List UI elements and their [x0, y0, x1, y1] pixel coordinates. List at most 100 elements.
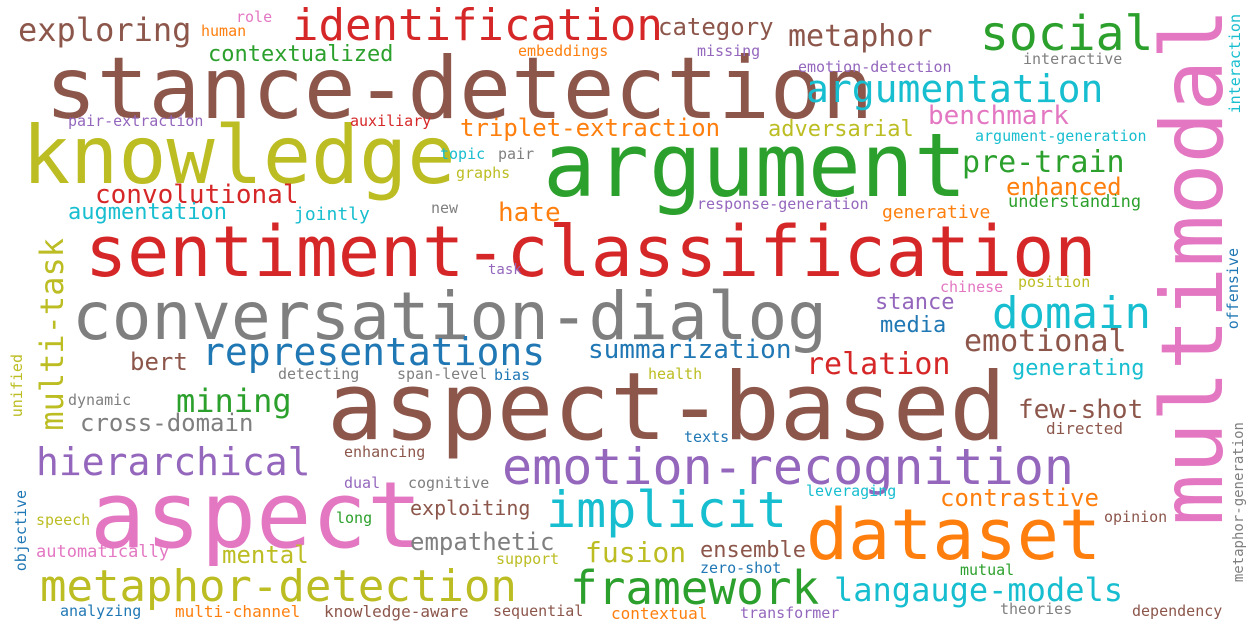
word-dependency: dependency: [1132, 602, 1223, 620]
word-argument-generation: argument-generation: [975, 127, 1147, 145]
word-fusion: fusion: [585, 536, 687, 569]
word-bert: bert: [130, 348, 188, 376]
word-relation: relation: [806, 347, 951, 382]
word-pair-extraction: pair-extraction: [68, 112, 204, 130]
word-cognitive: cognitive: [408, 474, 490, 492]
word-exploring: exploring: [18, 11, 192, 49]
word-offensive: offensive: [1224, 248, 1242, 330]
word-metaphor-detection: metaphor-detection: [40, 561, 517, 612]
word-framework: framework: [570, 561, 820, 615]
word-aspect-based: aspect-based: [327, 353, 1007, 462]
word-pair: pair: [498, 145, 535, 163]
word-bias: bias: [494, 366, 531, 384]
word-adversarial: adversarial: [768, 117, 914, 142]
word-interactive: interactive: [1023, 50, 1123, 68]
word-leveraging: leveraging: [806, 482, 897, 500]
word-mining: mining: [176, 382, 292, 420]
word-mental: mental: [222, 541, 309, 569]
word-long: long: [336, 509, 373, 527]
word-jointly: jointly: [294, 204, 370, 225]
word-few-shot: few-shot: [1018, 395, 1144, 425]
word-convolutional: convolutional: [95, 180, 299, 210]
word-topic: topic: [440, 145, 486, 163]
word-conversation-dialog: conversation-dialog: [72, 278, 827, 355]
word-langauge-models: langauge-models: [834, 571, 1123, 609]
word-new: new: [431, 199, 459, 217]
word-auxiliary: auxiliary: [350, 112, 432, 130]
word-augmentation: augmentation: [68, 200, 227, 225]
word-cross-domain: cross-domain: [80, 409, 254, 437]
word-metaphor: metaphor: [788, 19, 933, 54]
word-generative: generative: [882, 202, 991, 223]
word-summarization: summarization: [588, 335, 792, 365]
word-response-generation: response-generation: [697, 195, 869, 213]
word-chinese: chinese: [940, 278, 1004, 296]
word-role: role: [236, 8, 273, 26]
word-detecting: detecting: [278, 365, 360, 383]
word-task: task: [488, 262, 522, 278]
word-transformer: transformer: [740, 604, 840, 622]
word-generating: generating: [1012, 356, 1145, 381]
word-mutual: mutual: [960, 561, 1015, 579]
word-multi-channel: multi-channel: [175, 602, 301, 621]
word-understanding: understanding: [1008, 192, 1142, 212]
word-speech: speech: [36, 511, 91, 529]
word-stance-detection: stance-detection: [45, 39, 874, 139]
word-zero-shot: zero-shot: [700, 559, 782, 577]
word-health: health: [648, 365, 703, 383]
word-dataset: dataset: [806, 494, 1102, 576]
word-identification: identification: [292, 0, 663, 51]
word-human: human: [201, 22, 247, 40]
word-theories: theories: [1000, 600, 1073, 618]
word-benchmark: benchmark: [928, 101, 1069, 131]
word-media: media: [880, 313, 947, 338]
word-emotion-detection: emotion-detection: [798, 58, 952, 76]
word-dual: dual: [344, 474, 381, 492]
word-unified: unified: [8, 354, 26, 418]
word-dynamic: dynamic: [68, 391, 132, 409]
word-category: category: [658, 13, 774, 41]
word-exploiting: exploiting: [410, 496, 531, 520]
word-emotion-recognition: emotion-recognition: [502, 438, 1074, 496]
word-contextualized: contextualized: [208, 42, 394, 67]
word-metaphor-generation: metaphor-generation: [1231, 422, 1247, 583]
word-argument: argument: [543, 114, 967, 217]
word-interaction: interaction: [1226, 14, 1244, 114]
word-ensemble: ensemble: [700, 538, 806, 563]
word-embeddings: embeddings: [518, 42, 609, 60]
word-emotional: emotional: [964, 324, 1127, 359]
word-enhanced: enhanced: [1006, 173, 1122, 201]
word-pre-train: pre-train: [962, 145, 1125, 180]
word-texts: texts: [684, 428, 730, 446]
word-directed: directed: [1046, 419, 1124, 438]
word-missing: missing: [697, 42, 761, 60]
word-triplet-extraction: triplet-extraction: [460, 114, 721, 142]
word-multi-task: multi-task: [33, 238, 71, 431]
word-argumentation: argumentation: [806, 67, 1104, 111]
word-support: support: [496, 550, 560, 568]
word-automatically: automatically: [36, 542, 170, 562]
word-analyzing: analyzing: [60, 602, 142, 620]
word-hierarchical: hierarchical: [36, 440, 311, 484]
word-stance: stance: [875, 290, 955, 315]
word-sentiment-classification: sentiment-classification: [85, 211, 1097, 293]
word-objective: objective: [12, 490, 30, 572]
word-social: social: [980, 6, 1154, 62]
word-contrastive: contrastive: [940, 484, 1099, 512]
word-hate: hate: [498, 198, 561, 228]
word-opinion: opinion: [1104, 508, 1168, 526]
word-contextual: contextual: [611, 604, 708, 623]
word-position: position: [1018, 273, 1091, 291]
word-sequential: sequential: [493, 602, 584, 620]
word-representations: representations: [202, 330, 546, 374]
word-knowledge-aware: knowledge-aware: [324, 602, 469, 621]
word-implicit: implicit: [546, 481, 787, 539]
word-knowledge: knowledge: [22, 109, 456, 202]
word-graphs: graphs: [456, 164, 511, 182]
word-aspect: aspect: [90, 462, 423, 569]
word-empathetic: empathetic: [410, 528, 555, 556]
word-domain: domain: [992, 288, 1151, 339]
word-span-level: span-level: [397, 365, 488, 383]
word-enhancing: enhancing: [344, 443, 426, 461]
